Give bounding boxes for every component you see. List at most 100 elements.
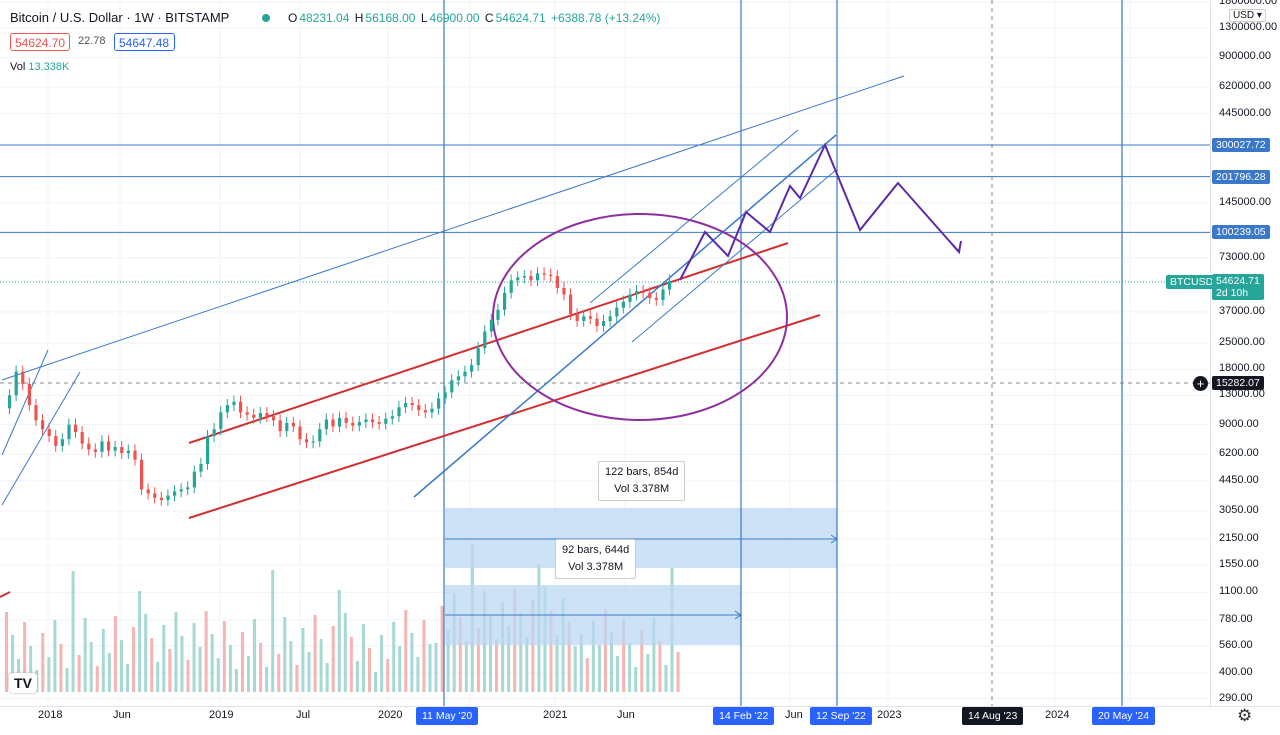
- candle-body: [291, 422, 295, 427]
- volume-bar: [107, 653, 111, 692]
- volume-bar: [525, 637, 529, 692]
- candle-body: [529, 276, 533, 281]
- early-channel-upper: [1, 349, 49, 456]
- time-tick-label: Jun: [113, 709, 131, 721]
- parallel-channel-lower: [631, 169, 837, 343]
- channel-fragment: [0, 591, 11, 598]
- time-axis[interactable]: [0, 706, 1280, 735]
- volume-bar: [331, 626, 335, 692]
- candle-body: [509, 280, 513, 293]
- volume-bar: [446, 630, 450, 692]
- price-tick-label: 73000.00: [1219, 250, 1265, 263]
- volume-bar: [337, 590, 341, 692]
- early-channel-lower: [1, 371, 81, 506]
- buy-button[interactable]: 54647.48: [114, 33, 175, 51]
- price-tick-label: 1300000.00: [1219, 21, 1278, 34]
- settings-gear-icon[interactable]: ⚙: [1237, 706, 1253, 725]
- time-highlight-label: 11 May '20: [416, 707, 479, 725]
- volume-bar: [640, 630, 644, 692]
- candle-body: [437, 398, 441, 409]
- candle-body: [74, 424, 78, 433]
- candle-body: [54, 436, 58, 446]
- candle-body: [100, 441, 104, 452]
- price-tick-label: 1550.00: [1219, 557, 1259, 570]
- tradingview-logo[interactable]: TV: [9, 673, 37, 693]
- price-axis[interactable]: [1210, 0, 1280, 706]
- candle-body: [588, 316, 592, 319]
- price-tick-label: 2150.00: [1219, 531, 1259, 544]
- level-label: 100239.05: [1212, 225, 1270, 240]
- candle-body: [60, 439, 64, 446]
- candle-body: [582, 316, 586, 322]
- measure-label-1: 122 bars, 854d Vol 3.378M: [598, 461, 686, 501]
- long-trend-line: [1, 75, 905, 381]
- level-label: 300027.72: [1212, 137, 1270, 152]
- volume-bar: [646, 654, 650, 692]
- candle-body: [417, 405, 421, 411]
- volume-bar: [11, 635, 15, 692]
- candle-body: [463, 371, 467, 377]
- volume-bar: [610, 632, 613, 692]
- candle-body: [443, 392, 447, 399]
- volume-bar: [573, 646, 577, 692]
- candle-body: [410, 403, 414, 406]
- candle-body: [67, 424, 71, 440]
- volume-bar: [531, 600, 535, 692]
- volume-bar: [23, 622, 27, 692]
- candle-body: [384, 418, 388, 424]
- candle-body: [173, 491, 177, 496]
- candle-body: [199, 463, 203, 472]
- currency-select[interactable]: USD ▾: [1229, 9, 1266, 22]
- candle-body: [430, 408, 434, 413]
- time-tick-label: 2023: [877, 709, 902, 721]
- volume-bar: [319, 639, 323, 692]
- candle-body: [278, 420, 282, 432]
- price-tick-label: 900000.00: [1219, 50, 1271, 63]
- horizontal-levels: [0, 0, 1210, 706]
- candle-body: [608, 316, 612, 322]
- candle-body: [371, 419, 375, 423]
- candle-body: [397, 407, 401, 417]
- volume-bar: [247, 656, 250, 692]
- volume-bar: [622, 619, 626, 692]
- volume-bar: [476, 628, 480, 692]
- candle-body: [635, 291, 639, 295]
- volume-bar: [501, 602, 505, 692]
- time-highlight-label: 14 Aug '23: [962, 707, 1024, 725]
- candle-body: [41, 420, 45, 430]
- candle-body: [27, 383, 31, 406]
- candle-body: [21, 371, 25, 384]
- sell-button[interactable]: 54624.70: [10, 33, 70, 51]
- drawings: [0, 75, 962, 598]
- volume-bar: [404, 610, 408, 692]
- candle-body: [522, 276, 526, 278]
- volume-bar: [132, 627, 136, 692]
- volume-bar: [567, 622, 571, 692]
- candle-body: [8, 395, 12, 409]
- crosshair-plus-icon[interactable]: +: [1193, 376, 1208, 391]
- candle-body: [305, 439, 309, 443]
- volume-bar: [216, 658, 220, 692]
- volume-bar: [349, 637, 353, 692]
- volume-bar: [156, 662, 160, 692]
- candle-body: [536, 273, 540, 281]
- symbol-title[interactable]: Bitcoin / U.S. Dollar · 1W · BITSTAMP: [10, 10, 230, 25]
- candle-body: [318, 429, 322, 442]
- volume-bar: [519, 613, 523, 692]
- volume-bar: [162, 625, 166, 692]
- candle-body: [602, 321, 606, 327]
- candle-body: [331, 419, 335, 427]
- candle-body: [245, 412, 249, 415]
- volume-bar: [47, 657, 51, 692]
- price-tick-label: 4450.00: [1219, 473, 1259, 486]
- volume-bar: [283, 617, 287, 692]
- candle-body: [615, 307, 619, 317]
- candle-body: [258, 413, 262, 418]
- volume-bar: [53, 620, 57, 692]
- volume-bar: [265, 667, 269, 692]
- volume-bar: [398, 646, 402, 692]
- candle-body: [489, 319, 493, 332]
- ohlc-values: O 48231.04 H 56168.00 L 46900.00 C 54624.71 …: [288, 11, 661, 25]
